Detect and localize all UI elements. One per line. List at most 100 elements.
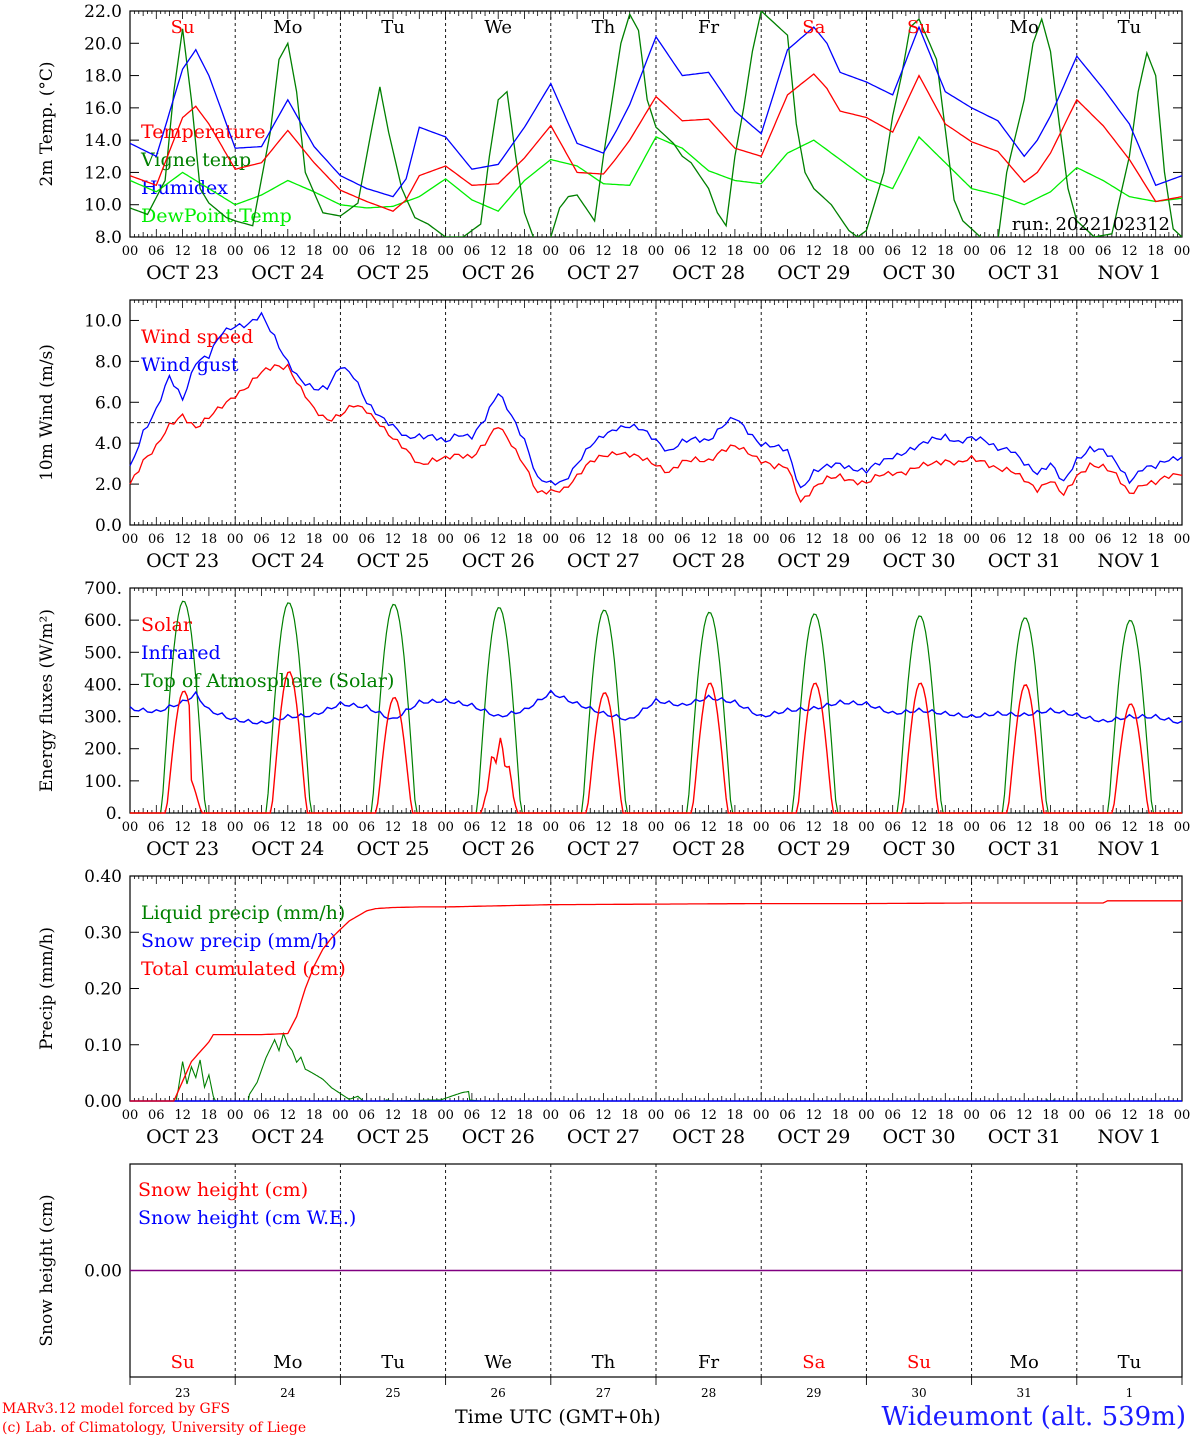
y-axis-title: Snow height (cm) (37, 1194, 57, 1346)
date-label: OCT 23 (146, 1126, 219, 1148)
weekday-label: Su (907, 17, 931, 38)
date-label: OCT 23 (146, 262, 219, 284)
hour-tick-label: 06 (1095, 532, 1112, 547)
hour-tick-label: 12 (174, 1108, 191, 1123)
hour-tick-label: 06 (569, 532, 586, 547)
hour-tick-label: 06 (884, 244, 901, 259)
weekday-label: Tu (381, 17, 405, 38)
date-label: OCT 31 (988, 550, 1061, 572)
date-label: OCT 26 (462, 550, 535, 572)
hour-tick-label: 00 (858, 1108, 875, 1123)
hour-tick-label: 06 (674, 1108, 691, 1123)
hour-tick-label: 06 (990, 244, 1007, 259)
solar-line (130, 671, 1182, 814)
hour-tick-label: 18 (516, 820, 533, 835)
y-tick-label: 0. (106, 804, 122, 824)
hour-tick-label: 00 (332, 1108, 349, 1123)
hour-tick-label: 06 (358, 820, 375, 835)
hour-tick-label: 18 (201, 244, 218, 259)
hour-tick-label: 00 (858, 820, 875, 835)
hour-tick-label: 06 (990, 1108, 1007, 1123)
hour-tick-label: 18 (832, 820, 849, 835)
hour-tick-label: 00 (543, 1108, 560, 1123)
legend-entry: Snow height (cm W.E.) (138, 1207, 356, 1229)
date-label: OCT 31 (988, 1126, 1061, 1148)
hour-tick-label: 00 (332, 820, 349, 835)
date-label: OCT 23 (146, 550, 219, 572)
hour-tick-label: 06 (884, 1108, 901, 1123)
hour-tick-label: 12 (280, 820, 297, 835)
legend-entry: Humidex (141, 177, 228, 199)
hour-tick-label: 00 (963, 532, 980, 547)
hour-tick-label: 18 (937, 244, 954, 259)
hour-tick-label: 12 (1121, 820, 1138, 835)
date-label: OCT 27 (567, 838, 640, 860)
hour-tick-label: 18 (306, 1108, 323, 1123)
y-tick-label: 500. (84, 643, 122, 663)
hour-tick-label: 00 (122, 820, 139, 835)
hour-tick-label: 06 (358, 1108, 375, 1123)
y-axis-title: Precip (mm/h) (37, 927, 57, 1050)
hour-tick-label: 06 (884, 820, 901, 835)
hour-tick-label: 00 (753, 1108, 770, 1123)
y-tick-label: 8.0 (95, 228, 122, 248)
hour-tick-label: 06 (358, 244, 375, 259)
hour-tick-label: 00 (753, 532, 770, 547)
legend-entry: Top of Atmosphere (Solar) (141, 670, 394, 692)
hour-tick-label: 06 (253, 532, 270, 547)
date-label: NOV 1 (1098, 550, 1162, 572)
hour-tick-label: 12 (911, 244, 928, 259)
y-tick-label: 0.0 (95, 516, 122, 536)
hour-tick-label: 00 (858, 244, 875, 259)
legend-entry: Solar (141, 614, 193, 636)
wind-gust-line (129, 311, 1183, 489)
panel-frame-3 (129, 587, 1183, 814)
date-label: OCT 24 (251, 838, 324, 860)
hour-tick-label: 12 (385, 244, 402, 259)
date-label: OCT 28 (672, 1126, 745, 1148)
hour-tick-label: 06 (779, 532, 796, 547)
hour-tick-label: 00 (1174, 1108, 1191, 1123)
date-label: OCT 29 (777, 262, 850, 284)
date-label: OCT 29 (777, 550, 850, 572)
day-number-label: 30 (911, 1386, 926, 1400)
legend-entry: Liquid precip (mm/h) (141, 902, 345, 924)
date-label: OCT 25 (356, 1126, 429, 1148)
hour-tick-label: 06 (148, 1108, 165, 1123)
hour-tick-label: 06 (569, 1108, 586, 1123)
hour-tick-label: 12 (1016, 1108, 1033, 1123)
hour-tick-label: 06 (674, 244, 691, 259)
hour-tick-label: 06 (253, 244, 270, 259)
weekday-label: Sa (802, 17, 825, 38)
date-label: OCT 27 (567, 550, 640, 572)
weekday-label: Mo (1010, 1352, 1039, 1373)
hour-tick-label: 00 (648, 1108, 665, 1123)
hour-tick-label: 18 (516, 532, 533, 547)
weekday-label: Fr (698, 1352, 719, 1373)
date-label: OCT 25 (356, 838, 429, 860)
day-number-label: 24 (280, 1386, 296, 1400)
station-name: Wideumont (alt. 539m) (881, 1402, 1186, 1432)
hour-tick-label: 18 (201, 1108, 218, 1123)
legend-entry: Infrared (141, 642, 221, 664)
hour-tick-label: 00 (1069, 820, 1086, 835)
day-number-label: 31 (1017, 1386, 1032, 1400)
hour-tick-label: 00 (332, 532, 349, 547)
hour-tick-label: 00 (1069, 244, 1086, 259)
vigne-temp-line (130, 11, 1182, 237)
hour-tick-label: 12 (1121, 532, 1138, 547)
hour-tick-label: 12 (806, 820, 823, 835)
y-axis-title: 10m Wind (m/s) (37, 344, 57, 481)
hour-tick-label: 06 (148, 820, 165, 835)
y-tick-label: 2.0 (95, 475, 122, 495)
legend-entry: Temperature (141, 121, 265, 143)
hour-tick-label: 12 (806, 244, 823, 259)
hour-tick-label: 00 (227, 820, 244, 835)
date-label: OCT 30 (882, 838, 955, 860)
hour-tick-label: 00 (543, 820, 560, 835)
weekday-label: Su (171, 1352, 195, 1373)
hour-tick-label: 18 (727, 1108, 744, 1123)
date-label: OCT 30 (882, 1126, 955, 1148)
hour-tick-label: 06 (148, 244, 165, 259)
date-label: OCT 28 (672, 262, 745, 284)
